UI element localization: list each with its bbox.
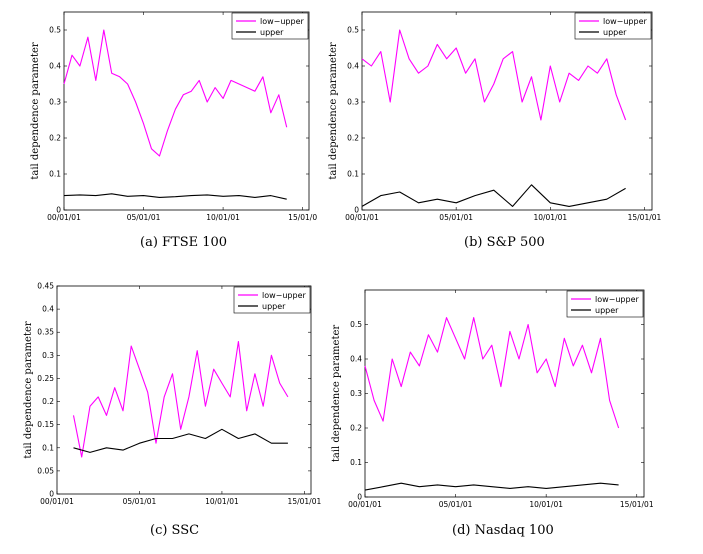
y-tick-label: 0 bbox=[357, 493, 362, 502]
y-tick-label: 0.4 bbox=[42, 305, 54, 314]
y-tick-label: 0 bbox=[49, 490, 54, 499]
y-tick-label: 0.15 bbox=[37, 420, 54, 429]
series-line-low-upper bbox=[364, 317, 620, 429]
y-tick-label: 0.3 bbox=[42, 351, 54, 360]
legend-label: upper bbox=[603, 28, 627, 37]
caption-c: (c) SSC bbox=[150, 523, 200, 538]
y-tick-label: 0.45 bbox=[37, 282, 54, 291]
y-tick-label: 0.2 bbox=[347, 134, 359, 143]
y-tick-label: 0.4 bbox=[49, 62, 61, 71]
legend-label: low−upper bbox=[595, 295, 640, 304]
y-tick-label: 0.3 bbox=[347, 98, 359, 107]
y-tick-label: 0.4 bbox=[347, 62, 359, 71]
chart-svg: 0 0.05 0.1 0.15 0.2 0.25 0.3 0.35 0.4 0.45 00/01/0… bbox=[23, 282, 322, 507]
plot-frame bbox=[361, 11, 653, 211]
y-tick-label: 0.5 bbox=[49, 26, 61, 35]
x-tick-label: 00/01/01 bbox=[348, 500, 382, 509]
y-tick-label: 0.3 bbox=[49, 98, 61, 107]
caption-b: (b) S&P 500 bbox=[464, 235, 545, 250]
legend-box bbox=[231, 12, 309, 40]
y-tick-label: 0 bbox=[56, 206, 61, 215]
y-axis-label: tail dependence parameter bbox=[23, 321, 34, 459]
y-tick-label: 0.5 bbox=[347, 26, 359, 35]
x-tick-label: 00/01/01 bbox=[345, 213, 379, 222]
x-tick-label: 10/01/01 bbox=[205, 497, 239, 506]
y-axis-label: tail dependence parameter bbox=[30, 42, 41, 180]
y-tick-label: 0.3 bbox=[350, 389, 362, 398]
y-tick-label: 0 bbox=[354, 206, 359, 215]
legend-label: upper bbox=[595, 306, 619, 315]
x-tick-label: 00/01/01 bbox=[47, 213, 81, 222]
x-tick-label: 10/01/01 bbox=[529, 500, 563, 509]
x-tick-label: 05/01/01 bbox=[439, 213, 473, 222]
legend-box bbox=[566, 290, 644, 318]
chart-panel-nasdaq: 0 0.1 0.2 0.3 0.4 0.5 00/01/01 05/01/01 10/01/01… bbox=[331, 275, 703, 554]
x-tick-label: 05/01/01 bbox=[127, 213, 161, 222]
y-tick-label: 0.2 bbox=[49, 134, 61, 143]
y-tick-label: 0.2 bbox=[350, 424, 362, 433]
plot-frame bbox=[364, 289, 645, 498]
y-tick-label: 0.5 bbox=[350, 320, 362, 329]
series-line-upper bbox=[73, 428, 288, 453]
plot-frame bbox=[56, 285, 312, 495]
legend-label: low−upper bbox=[262, 291, 307, 300]
x-tick-label: 00/01/01 bbox=[40, 497, 74, 506]
y-tick-label: 0.35 bbox=[37, 328, 54, 337]
y-tick-label: 0.1 bbox=[350, 458, 362, 467]
chart-panel-sp500: 0 0.1 0.2 0.3 0.4 0.5 00/01/01 05/01/01 10/01/01… bbox=[328, 0, 703, 270]
caption-d: (d) Nasdaq 100 bbox=[452, 523, 554, 538]
x-tick-label: 15/01/01 bbox=[628, 213, 662, 222]
series-line-low-upper bbox=[63, 29, 288, 157]
legend-box bbox=[574, 12, 652, 40]
y-axis-label: tail dependence parameter bbox=[328, 42, 339, 180]
legend-label: upper bbox=[262, 302, 286, 311]
chart-svg: 0 0.1 0.2 0.3 0.4 0.5 00/01/01 05/01/01 10/01/01… bbox=[331, 289, 654, 509]
chart-svg: 0 0.1 0.2 0.3 0.4 0.5 00/01/01 05/01/01 10/01/01… bbox=[328, 11, 662, 222]
legend-label: low−upper bbox=[603, 17, 648, 26]
legend-box bbox=[233, 286, 311, 314]
chart-panel-ftse: 0 0.1 0.2 0.3 0.4 0.5 00/01/01 05/01/01 10/01/01… bbox=[0, 0, 350, 270]
y-tick-label: 0.1 bbox=[42, 443, 54, 452]
x-tick-label: 05/01/01 bbox=[123, 497, 157, 506]
series-line-low-upper bbox=[361, 29, 627, 121]
y-tick-label: 0.1 bbox=[49, 170, 61, 179]
chart-svg: 0 0.1 0.2 0.3 0.4 0.5 00/01/01 05/01/01 10/01/01… bbox=[30, 11, 317, 222]
series-line-low-upper bbox=[72, 340, 289, 458]
plot-frame bbox=[63, 11, 310, 211]
y-tick-label: 0.1 bbox=[347, 170, 359, 179]
legend-label: low−upper bbox=[260, 17, 305, 26]
caption-a: (a) FTSE 100 bbox=[140, 235, 228, 250]
x-tick-label: 10/01/01 bbox=[533, 213, 567, 222]
y-tick-label: 0.25 bbox=[37, 374, 54, 383]
x-tick-label: 15/01/01 bbox=[620, 500, 654, 509]
series-line-upper bbox=[63, 193, 287, 200]
x-tick-label: 10/01/01 bbox=[206, 213, 240, 222]
series-line-upper bbox=[361, 184, 626, 207]
legend-label: upper bbox=[260, 28, 284, 37]
x-tick-label: 15/01/0 bbox=[288, 213, 317, 222]
y-tick-label: 0.05 bbox=[37, 466, 54, 475]
x-tick-label: 15/01/01 bbox=[288, 497, 322, 506]
x-tick-label: 05/01/01 bbox=[439, 500, 473, 509]
y-tick-label: 0.2 bbox=[42, 397, 54, 406]
chart-panel-ssc: 0 0.05 0.1 0.15 0.2 0.25 0.3 0.35 0.4 0.45 00/01/0… bbox=[0, 275, 350, 554]
series-line-upper bbox=[364, 482, 619, 491]
y-tick-label: 0.4 bbox=[350, 355, 362, 364]
y-axis-label: tail dependence parameter bbox=[331, 325, 342, 463]
